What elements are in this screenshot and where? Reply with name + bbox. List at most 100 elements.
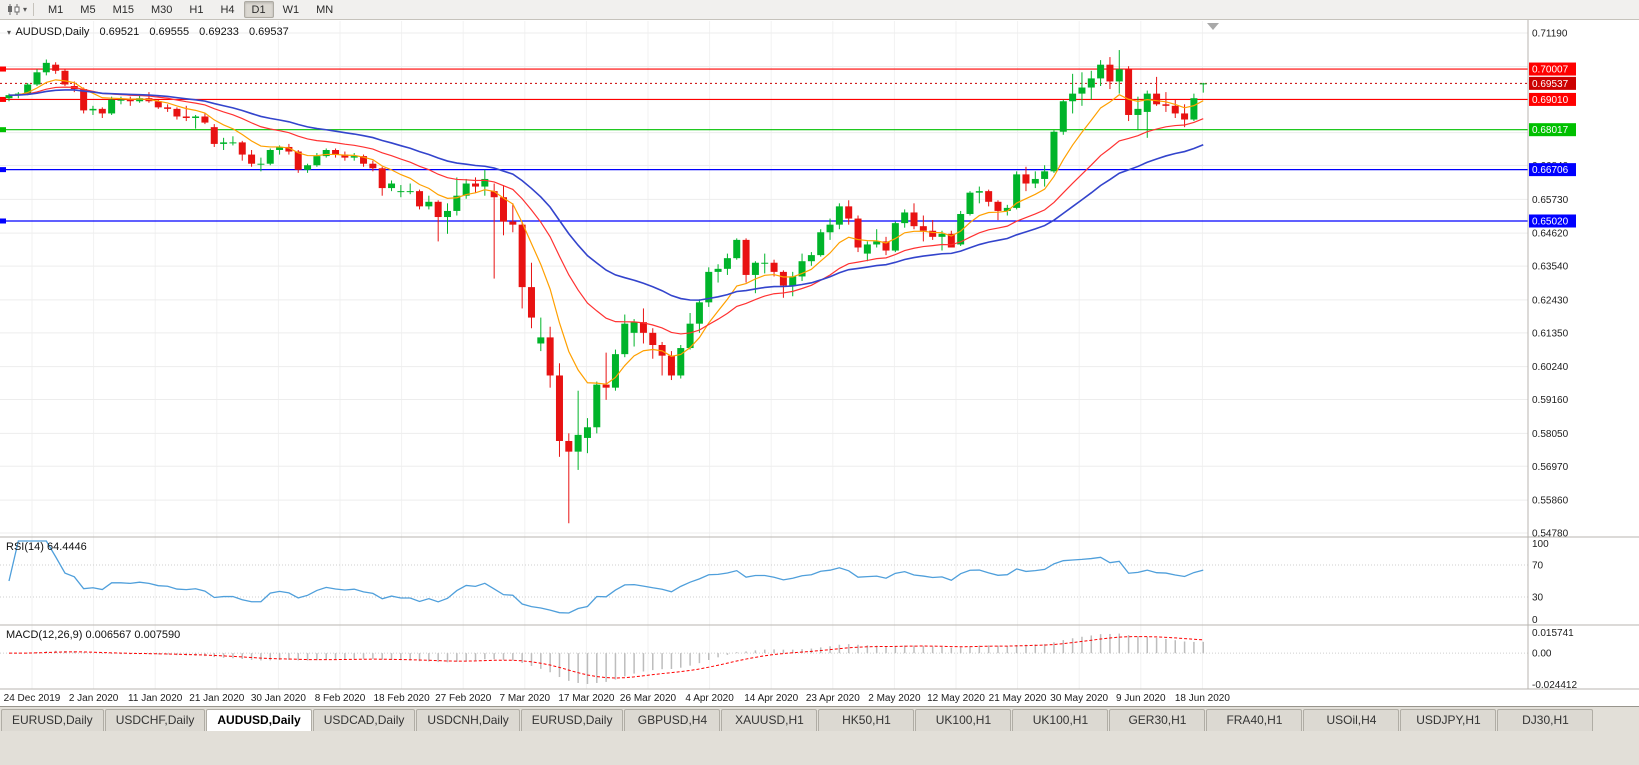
svg-text:0.70007: 0.70007 [1532, 65, 1569, 76]
slow-ma-line [8, 89, 1204, 301]
chart-tab-3-usdcad-daily[interactable]: USDCAD,Daily [312, 709, 416, 731]
svg-text:26 Mar 2020: 26 Mar 2020 [620, 693, 677, 704]
price-badge [1529, 62, 1576, 76]
svg-text:0.63540: 0.63540 [1532, 262, 1569, 273]
line-left-marker [0, 66, 6, 72]
svg-text:24 Dec 2019: 24 Dec 2019 [4, 693, 61, 704]
svg-text:11 Jan 2020: 11 Jan 2020 [128, 693, 183, 704]
chart-tab-1-usdchf-daily[interactable]: USDCHF,Daily [104, 709, 206, 731]
svg-text:0.58050: 0.58050 [1532, 429, 1569, 440]
svg-text:30: 30 [1532, 593, 1544, 604]
chart-tab-11-ger30-h1[interactable]: GER30,H1 [1109, 709, 1206, 731]
chart-tab-15-dj30-h1[interactable]: DJ30,H1 [1497, 709, 1594, 731]
timeframe-button-m1[interactable]: M1 [48, 4, 64, 16]
svg-text:21 May 2020: 21 May 2020 [989, 693, 1047, 704]
chart-tabbar: EURUSD,Daily USDCHF,Daily AUDUSD,Daily USDC… [0, 706, 1639, 731]
svg-text:2 May 2020: 2 May 2020 [868, 693, 921, 704]
chart-tab-12-fra40-h1[interactable]: FRA40,H1 [1206, 709, 1303, 731]
svg-text:23 Apr 2020: 23 Apr 2020 [806, 693, 860, 704]
price-badge [1529, 76, 1576, 90]
chart-tab-10-uk100-h1[interactable]: UK100,H1 [1012, 709, 1109, 731]
chart-tab-7-xauusd-h1[interactable]: XAUUSD,H1 [721, 709, 818, 731]
svg-text:0.69537: 0.69537 [1532, 79, 1569, 90]
chart-tab-14-usdjpy-h1[interactable]: USDJPY,H1 [1400, 709, 1497, 731]
chart-tab-5-eurusd-daily[interactable]: EURUSD,Daily [520, 709, 624, 731]
chart-shift-marker-icon[interactable] [1207, 23, 1219, 30]
chart-symbol-label: AUDUSD,Daily [15, 26, 90, 38]
timeframe-button-h4[interactable]: H4 [220, 4, 235, 16]
toolbar: ▾ M1 M5 M15 M30 H1 H4 D1 W1 MN [0, 0, 1639, 20]
price-levels-layer [0, 66, 1528, 224]
svg-text:18 Jun 2020: 18 Jun 2020 [1175, 693, 1230, 704]
svg-text:0.59160: 0.59160 [1532, 395, 1569, 406]
timeframe-button-mn[interactable]: MN [316, 4, 334, 16]
price-badge [1529, 92, 1576, 106]
chart-tab-9-uk100-h1[interactable]: UK100,H1 [915, 709, 1012, 731]
svg-text:0.56970: 0.56970 [1532, 462, 1569, 473]
ohlc-high: 0.69555 [149, 26, 190, 38]
candlestick-chart-icon[interactable] [4, 1, 23, 19]
line-left-marker [0, 96, 6, 102]
svg-text:0.54780: 0.54780 [1532, 529, 1569, 540]
svg-text:0.015741: 0.015741 [1532, 628, 1574, 639]
svg-text:0: 0 [1532, 615, 1538, 626]
chevron-down-icon[interactable]: ▾ [23, 5, 28, 14]
svg-text:0.64620: 0.64620 [1532, 229, 1569, 240]
price-badge [1529, 214, 1576, 228]
timeframe-button-m15[interactable]: M15 [112, 4, 134, 16]
svg-text:8 Feb 2020: 8 Feb 2020 [315, 693, 366, 704]
timeframe-button-m30[interactable]: M30 [150, 4, 173, 16]
status-bar [0, 731, 1639, 765]
svg-text:0.62430: 0.62430 [1532, 295, 1569, 306]
price-badge [1529, 123, 1576, 137]
svg-text:14 Apr 2020: 14 Apr 2020 [744, 693, 798, 704]
svg-text:7 Mar 2020: 7 Mar 2020 [500, 693, 551, 704]
chart-tab-0-eurusd-daily[interactable]: EURUSD,Daily [1, 709, 104, 731]
svg-text:18 Feb 2020: 18 Feb 2020 [374, 693, 431, 704]
svg-text:0.71190: 0.71190 [1532, 29, 1568, 40]
timeframe-button-h1[interactable]: H1 [189, 4, 204, 16]
ohlc-close: 0.69537 [248, 26, 289, 38]
svg-text:30 May 2020: 30 May 2020 [1050, 693, 1108, 704]
svg-text:0.66706: 0.66706 [1532, 165, 1569, 176]
svg-text:17 Mar 2020: 17 Mar 2020 [558, 693, 615, 704]
macd-header: MACD(12,26,9) 0.006567 0.007590 [6, 629, 181, 641]
chart-ohlc-header: ▾ AUDUSD,Daily 0.69521 0.69555 0.69233 0… [7, 26, 289, 38]
svg-text:0.55860: 0.55860 [1532, 496, 1569, 507]
line-left-marker [0, 167, 6, 173]
svg-text:4 Apr 2020: 4 Apr 2020 [685, 693, 734, 704]
timeframe-button-m5[interactable]: M5 [80, 4, 96, 16]
fast-ma-line [8, 79, 1204, 385]
svg-text:0.69010: 0.69010 [1532, 95, 1569, 106]
chart-tab-6-gbpusd-h4[interactable]: GBPUSD,H4 [624, 709, 721, 731]
svg-text:0.65020: 0.65020 [1532, 216, 1569, 227]
svg-text:12 May 2020: 12 May 2020 [927, 693, 985, 704]
timeframe-button-w1[interactable]: W1 [282, 4, 300, 16]
ohlc-low: 0.69233 [199, 26, 239, 38]
svg-text:0.65730: 0.65730 [1532, 195, 1569, 206]
svg-text:27 Feb 2020: 27 Feb 2020 [435, 693, 492, 704]
macd-panel: 0.015741 0.00 -0.024412 [0, 628, 1577, 691]
svg-text:100: 100 [1532, 539, 1549, 550]
chart-tab-8-hk50-h1[interactable]: HK50,H1 [818, 709, 915, 731]
timeframe-button-group: M1 M5 M15 M30 H1 H4 D1 W1 MN [40, 1, 341, 18]
chart-tab-4-usdcnh-daily[interactable]: USDCNH,Daily [416, 709, 520, 731]
svg-text:70: 70 [1532, 561, 1544, 572]
svg-text:0.00: 0.00 [1532, 649, 1552, 660]
moving-averages-layer [8, 79, 1204, 385]
svg-text:2 Jan 2020: 2 Jan 2020 [69, 693, 119, 704]
chart-canvas[interactable]: 24 Dec 2019 2 Jan 2020 11 Jan 2020 21 Jan 2… [0, 0, 1639, 706]
line-left-marker [0, 218, 6, 224]
svg-text:0.68017: 0.68017 [1532, 125, 1569, 136]
chart-tab-2-audusd-daily[interactable]: AUDUSD,Daily [206, 709, 312, 731]
mid-ma-line [8, 86, 1204, 335]
chart-tab-13-usoil-h4[interactable]: USOil,H4 [1303, 709, 1400, 731]
rsi-line [8, 540, 1204, 614]
svg-text:0.61350: 0.61350 [1532, 328, 1569, 339]
timeframe-button-d1[interactable]: D1 [243, 1, 274, 18]
price-badges-layer: 0.70007 0.69537 0.69010 0.68017 0.66706 0.650… [1529, 62, 1576, 228]
candlestick-series [5, 50, 1207, 524]
triangle-down-icon[interactable]: ▾ [7, 28, 12, 37]
chart-background[interactable] [0, 20, 1639, 706]
